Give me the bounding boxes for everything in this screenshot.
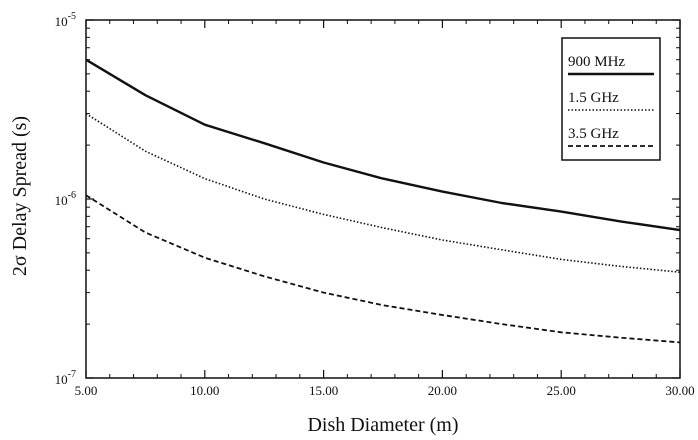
- x-tick-label: 20.00: [428, 383, 457, 398]
- x-tick-label: 10.00: [190, 383, 219, 398]
- x-tick-label: 5.00: [75, 383, 98, 398]
- legend-label: 3.5 GHz: [568, 126, 619, 142]
- series-line-dotted: [85, 112, 681, 273]
- legend-label: 900 MHz: [568, 54, 625, 70]
- y-tick-label: 10-5: [55, 11, 76, 29]
- series-line-solid: [85, 58, 681, 232]
- y-axis-title-suffix: Delay Spread (s): [9, 116, 31, 255]
- y-axis-title: 2σ Delay Spread (s): [9, 116, 31, 276]
- y-tick-label: 10-6: [55, 190, 76, 208]
- x-axis-title: Dish Diameter (m): [307, 414, 458, 436]
- y-tick-label: 10-7: [55, 369, 76, 387]
- legend-label: 1.5 GHz: [568, 90, 619, 106]
- series-line-dashed: [85, 194, 681, 344]
- x-tick-label: 30.00: [665, 383, 694, 398]
- y-axis-title-prefix: 2: [9, 266, 31, 276]
- legend-box: [561, 37, 661, 161]
- y-axis-title-sigma: σ: [9, 255, 31, 266]
- x-tick-label: 25.00: [547, 383, 576, 398]
- x-tick-label: 15.00: [309, 383, 338, 398]
